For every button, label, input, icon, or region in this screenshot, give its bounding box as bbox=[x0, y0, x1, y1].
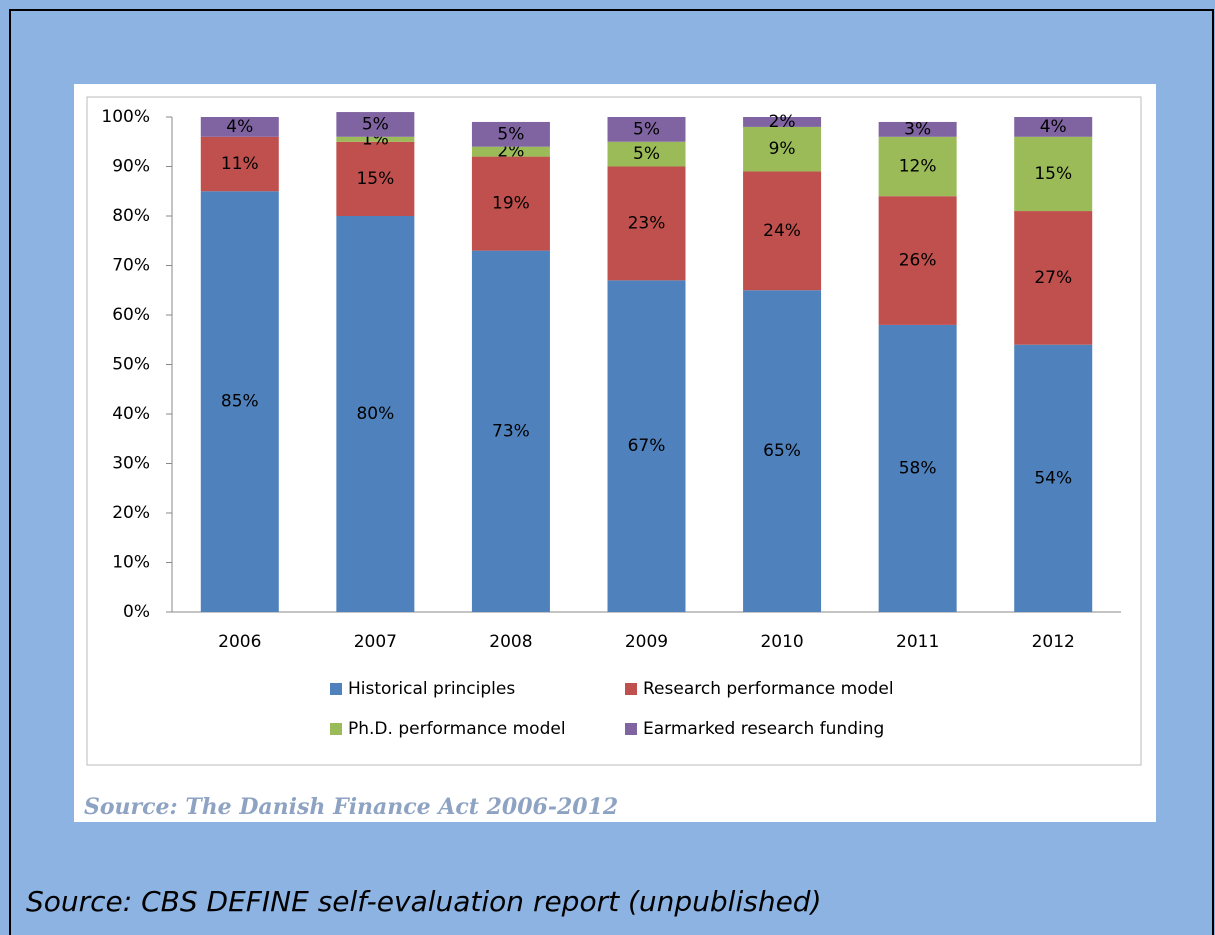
data-label: 2% bbox=[769, 112, 796, 132]
bar-segment bbox=[471, 121, 550, 147]
data-label: 15% bbox=[1034, 164, 1072, 184]
x-tick-label: 2007 bbox=[354, 632, 397, 652]
x-tick-label: 2010 bbox=[760, 632, 803, 652]
y-tick-label: 90% bbox=[112, 157, 150, 177]
data-label: 5% bbox=[633, 119, 660, 139]
y-tick-label: 60% bbox=[112, 305, 150, 325]
data-label: 5% bbox=[633, 144, 660, 164]
data-label: 80% bbox=[356, 404, 394, 424]
data-label: 23% bbox=[628, 213, 666, 233]
legend-label: Ph.D. performance model bbox=[348, 719, 566, 739]
bar-segment bbox=[1014, 117, 1093, 137]
data-label: 19% bbox=[492, 194, 530, 214]
legend-swatch bbox=[625, 683, 637, 695]
frame bbox=[9, 9, 1214, 935]
bar-segment bbox=[200, 136, 279, 192]
x-tick-label: 2009 bbox=[625, 632, 668, 652]
bar-segment bbox=[878, 196, 957, 325]
data-label: 5% bbox=[497, 124, 524, 144]
bar-segment bbox=[607, 117, 686, 142]
bar-segment bbox=[200, 191, 279, 612]
bar-segment bbox=[471, 156, 550, 251]
y-tick-label: 30% bbox=[112, 454, 150, 474]
x-tick-label: 2006 bbox=[218, 632, 261, 652]
x-tick-label: 2011 bbox=[896, 632, 939, 652]
y-tick-label: 10% bbox=[112, 553, 150, 573]
x-tick-label: 2012 bbox=[1032, 632, 1075, 652]
data-label: 65% bbox=[763, 441, 801, 461]
data-label: 11% bbox=[221, 154, 259, 174]
x-tick-label: 2008 bbox=[489, 632, 532, 652]
bar-segment bbox=[1014, 344, 1093, 612]
data-label: 54% bbox=[1034, 468, 1072, 488]
data-label: 15% bbox=[356, 169, 394, 189]
data-label: 4% bbox=[1040, 117, 1067, 137]
bar-segment bbox=[1014, 136, 1093, 212]
data-label: 9% bbox=[769, 139, 796, 159]
bar-segment bbox=[743, 126, 822, 172]
data-label: 67% bbox=[628, 436, 666, 456]
bar-segment bbox=[878, 324, 957, 612]
bar-segment bbox=[336, 216, 415, 612]
data-label: 4% bbox=[226, 117, 253, 137]
legend-label: Earmarked research funding bbox=[643, 719, 884, 739]
data-label: 85% bbox=[221, 392, 259, 412]
y-tick-label: 70% bbox=[112, 256, 150, 276]
bar-segment bbox=[336, 112, 415, 137]
data-label: 5% bbox=[362, 114, 389, 134]
y-tick-label: 80% bbox=[112, 206, 150, 226]
bar-segment bbox=[743, 117, 822, 127]
data-label: 58% bbox=[899, 458, 937, 478]
legend-label: Historical principles bbox=[348, 679, 515, 699]
bar-segment bbox=[607, 280, 686, 612]
y-tick-label: 0% bbox=[123, 602, 150, 622]
plot-frame bbox=[86, 96, 1142, 766]
bar-segment bbox=[743, 171, 822, 291]
y-tick-label: 40% bbox=[112, 404, 150, 424]
bar-segment bbox=[471, 250, 550, 612]
bar-segment bbox=[471, 146, 550, 157]
legend-swatch bbox=[625, 723, 637, 735]
bar-segment bbox=[336, 136, 415, 142]
y-tick-label: 50% bbox=[112, 355, 150, 375]
bar-segment bbox=[1014, 211, 1093, 345]
data-label: 3% bbox=[904, 119, 931, 139]
bar-segment bbox=[607, 141, 686, 167]
y-tick-label: 100% bbox=[101, 107, 150, 127]
data-label: 24% bbox=[763, 221, 801, 241]
bar-segment bbox=[878, 121, 957, 137]
bar-segment bbox=[743, 290, 822, 612]
data-label: 73% bbox=[492, 421, 530, 441]
bar-segment bbox=[878, 136, 957, 197]
bar-segment bbox=[607, 166, 686, 281]
legend-label: Research performance model bbox=[643, 679, 894, 699]
chart-source: Source: The Danish Finance Act 2006-2012 bbox=[84, 794, 618, 820]
legend-swatch bbox=[330, 683, 342, 695]
legend-swatch bbox=[330, 723, 342, 735]
bar-segment bbox=[336, 141, 415, 216]
data-label: 26% bbox=[899, 251, 937, 271]
y-tick-label: 20% bbox=[112, 503, 150, 523]
data-label: 12% bbox=[899, 157, 937, 177]
data-label: 27% bbox=[1034, 268, 1072, 288]
bar-segment bbox=[200, 117, 279, 137]
footer-source: Source: CBS DEFINE self-evaluation repor… bbox=[26, 885, 822, 918]
